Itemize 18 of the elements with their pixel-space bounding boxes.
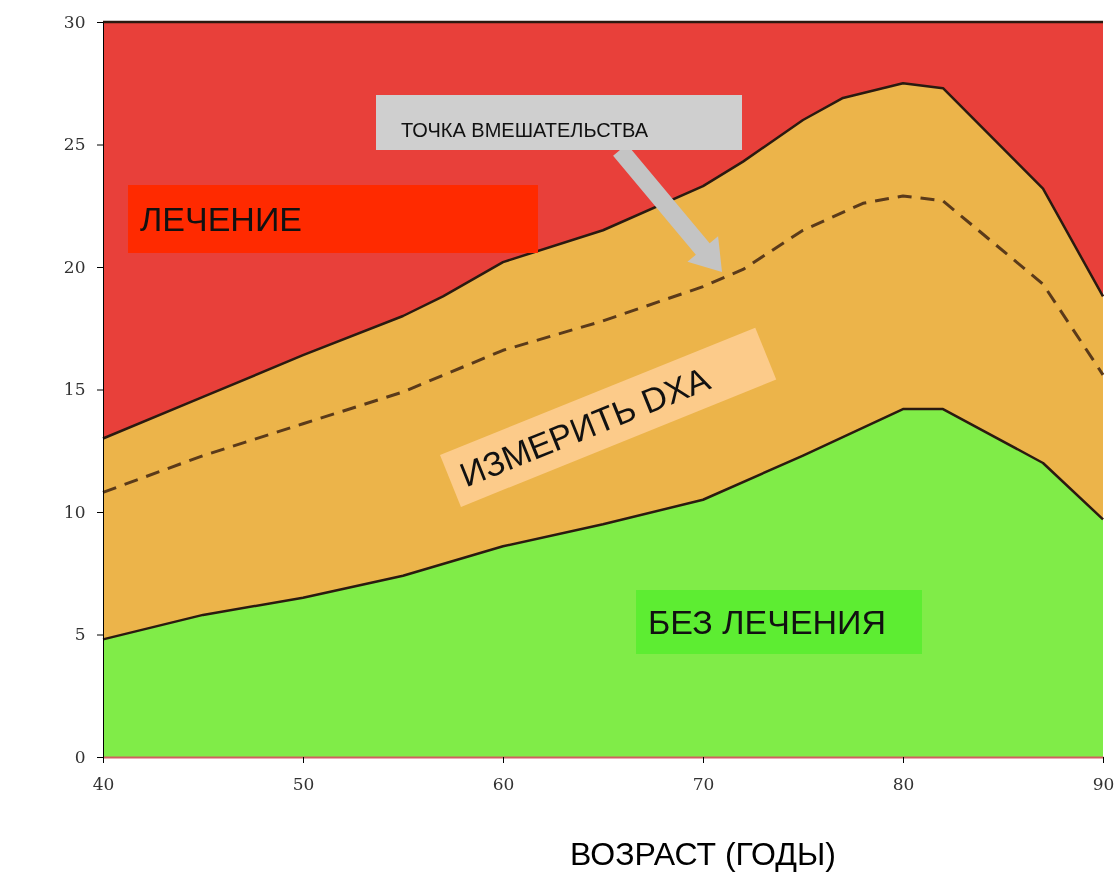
x-axis-title: ВОЗРАСТ (ГОДЫ): [570, 836, 836, 872]
y-tick-label: 20: [63, 256, 86, 277]
x-tick-label: 40: [92, 773, 115, 794]
x-tick-label: 60: [492, 773, 515, 794]
x-tick-label: 50: [292, 773, 315, 794]
y-tick-label: 30: [63, 11, 86, 32]
y-tick-label: 15: [63, 379, 86, 400]
y-tick-label: 5: [74, 624, 86, 645]
x-tick-label: 90: [1092, 773, 1114, 794]
y-tick-label: 25: [63, 134, 86, 155]
series-label: БЕЗ ЛЕЧЕНИЯ: [648, 603, 887, 641]
x-tick-label: 80: [892, 773, 915, 794]
annotation: ТОЧКА ВМЕШАТЕЛЬСТВА: [401, 119, 649, 141]
x-tick-label: 70: [692, 773, 715, 794]
y-tick-label: 10: [63, 501, 86, 522]
y-tick-label: 0: [74, 746, 86, 767]
series-label: ЛЕЧЕНИЕ: [140, 200, 302, 238]
line-series: [101, 194, 1105, 494]
